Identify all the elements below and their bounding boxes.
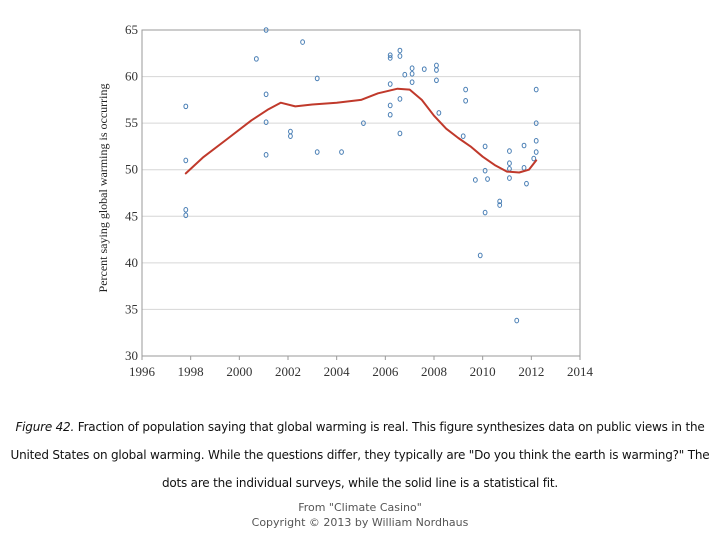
survey-point-31 <box>434 67 439 73</box>
survey-point-29 <box>421 66 427 72</box>
survey-point-44 <box>497 202 503 208</box>
survey-point-25 <box>402 71 408 78</box>
credit-copyright: Copyright © 2013 by William Nordhaus <box>251 516 469 529</box>
gridlines <box>142 29 580 357</box>
survey-point-55 <box>533 138 539 144</box>
survey-point-54 <box>533 120 539 126</box>
x-tick-label-2014: 2014 <box>567 364 594 379</box>
survey-point-28 <box>409 79 415 85</box>
y-axis-label: Percent saying global warming is occurri… <box>96 84 110 293</box>
y-tick-label-40: 40 <box>125 255 138 270</box>
survey-point-3 <box>183 212 189 219</box>
figure-label: Figure 42. <box>15 420 75 434</box>
figure-caption: Figure 42. Fraction of population saying… <box>10 413 710 497</box>
x-axis: 1996 1998 2000 2002 2004 2006 2008 2010 2012 2014 <box>129 356 594 379</box>
survey-point-17 <box>387 55 393 61</box>
survey-point-39 <box>482 167 488 174</box>
chart-marks <box>183 27 539 324</box>
survey-point-10 <box>288 133 293 139</box>
x-tick-label-1996: 1996 <box>129 364 156 379</box>
y-tick-label-65: 65 <box>125 22 138 37</box>
survey-point-36 <box>460 133 466 139</box>
warming-opinion-chart: 30 35 40 45 50 55 60 65 1996 1998 2000 2002 2004 200… <box>96 22 594 379</box>
survey-point-7 <box>263 119 269 126</box>
survey-point-9 <box>288 128 293 135</box>
survey-point-22 <box>397 53 403 59</box>
survey-point-26 <box>409 65 415 71</box>
survey-point-5 <box>263 27 269 33</box>
survey-point-21 <box>397 47 403 54</box>
fit-line <box>184 87 538 175</box>
y-axis: 30 35 40 45 50 55 60 65 <box>125 22 138 363</box>
survey-point-4 <box>253 56 259 62</box>
survey-point-12 <box>314 75 320 82</box>
survey-point-43 <box>497 198 503 205</box>
caption-text-1: Fraction of population saying that globa… <box>74 420 705 434</box>
survey-point-24 <box>397 130 403 137</box>
y-tick-label-30: 30 <box>125 348 138 363</box>
survey-point-52 <box>524 180 529 187</box>
survey-point-45 <box>507 148 512 154</box>
x-tick-label-1998: 1998 <box>178 364 204 379</box>
plot-frame <box>141 29 581 357</box>
x-tick-label-2008: 2008 <box>421 364 447 379</box>
caption-line-1: Figure 42. Fraction of population saying… <box>10 413 710 441</box>
y-tick-label-50: 50 <box>125 162 138 177</box>
survey-point-13 <box>314 149 320 155</box>
caption-line-2: United States on global warming. While t… <box>10 448 710 462</box>
survey-point-47 <box>507 165 512 172</box>
survey-point-0 <box>183 103 189 110</box>
survey-point-34 <box>463 86 469 93</box>
survey-point-38 <box>482 143 488 150</box>
survey-point-16 <box>387 52 393 58</box>
y-tick-label-35: 35 <box>125 301 138 316</box>
x-tick-label-2000: 2000 <box>226 364 252 379</box>
survey-point-8 <box>263 152 269 158</box>
y-tick-label-60: 60 <box>125 69 138 84</box>
x-tick-label-2010: 2010 <box>470 364 496 379</box>
survey-point-1 <box>183 157 189 164</box>
survey-point-41 <box>482 209 488 216</box>
credit-source: From "Climate Casino" <box>298 501 422 514</box>
y-tick-label-45: 45 <box>125 208 138 223</box>
survey-point-19 <box>387 102 393 109</box>
survey-point-2 <box>183 206 189 213</box>
survey-point-15 <box>361 120 366 126</box>
survey-point-37 <box>472 177 478 183</box>
caption-line-3: dots are the individual surveys, while t… <box>161 476 559 490</box>
survey-point-35 <box>463 97 469 104</box>
survey-point-50 <box>521 142 527 149</box>
survey-point-48 <box>507 175 512 181</box>
survey-point-42 <box>477 252 483 259</box>
survey-point-40 <box>485 176 490 182</box>
survey-point-33 <box>436 110 442 116</box>
survey-point-18 <box>387 81 393 87</box>
x-tick-label-2002: 2002 <box>275 364 301 379</box>
survey-point-20 <box>387 111 393 118</box>
x-tick-label-2012: 2012 <box>518 364 544 379</box>
survey-point-27 <box>409 70 415 77</box>
survey-point-6 <box>263 91 269 98</box>
survey-point-56 <box>533 149 539 155</box>
x-tick-label-2006: 2006 <box>372 364 399 379</box>
copyright-credit: From "Climate Casino" Copyright © 2013 b… <box>0 500 720 530</box>
survey-point-32 <box>434 77 439 84</box>
survey-point-46 <box>507 160 512 166</box>
x-tick-label-2004: 2004 <box>324 364 351 379</box>
survey-point-11 <box>300 39 306 45</box>
survey-point-53 <box>533 86 539 93</box>
survey-point-49 <box>514 317 520 324</box>
survey-point-57 <box>531 155 537 162</box>
survey-point-14 <box>339 149 344 155</box>
survey-point-23 <box>397 96 403 102</box>
y-tick-label-55: 55 <box>125 115 138 130</box>
survey-point-30 <box>434 62 439 69</box>
